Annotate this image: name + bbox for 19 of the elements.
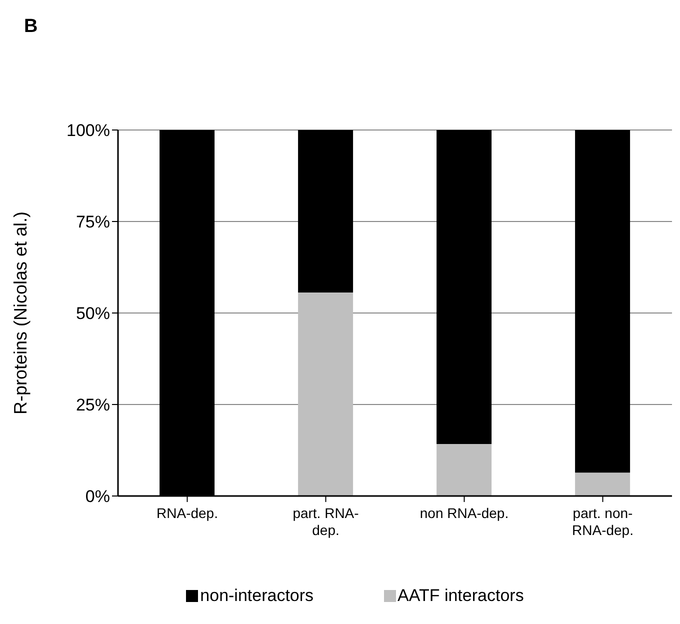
bar [436,130,492,444]
legend-label: non-interactors [200,586,314,606]
x-tick-label: non RNA-dep. [420,505,509,521]
y-tick-label: 0% [85,487,110,506]
y-tick-label: 25% [76,396,110,415]
bar [436,444,492,496]
bar [298,130,354,293]
legend-label: AATF interactors [398,586,524,606]
y-axis-title: R-proteins (Nicolas et al.) [10,211,30,415]
bar [298,292,354,496]
x-tick-label: part. RNA-dep. [292,505,360,538]
y-tick-label: 100% [66,121,110,140]
x-tick-label: part. non-RNA-dep. [572,505,634,538]
x-tick-label: RNA-dep. [156,505,218,521]
y-tick-label: 50% [76,304,110,324]
chart-title: B [24,16,38,38]
y-tick-label: 75% [76,212,110,232]
bar [575,472,630,496]
bar [575,130,630,473]
